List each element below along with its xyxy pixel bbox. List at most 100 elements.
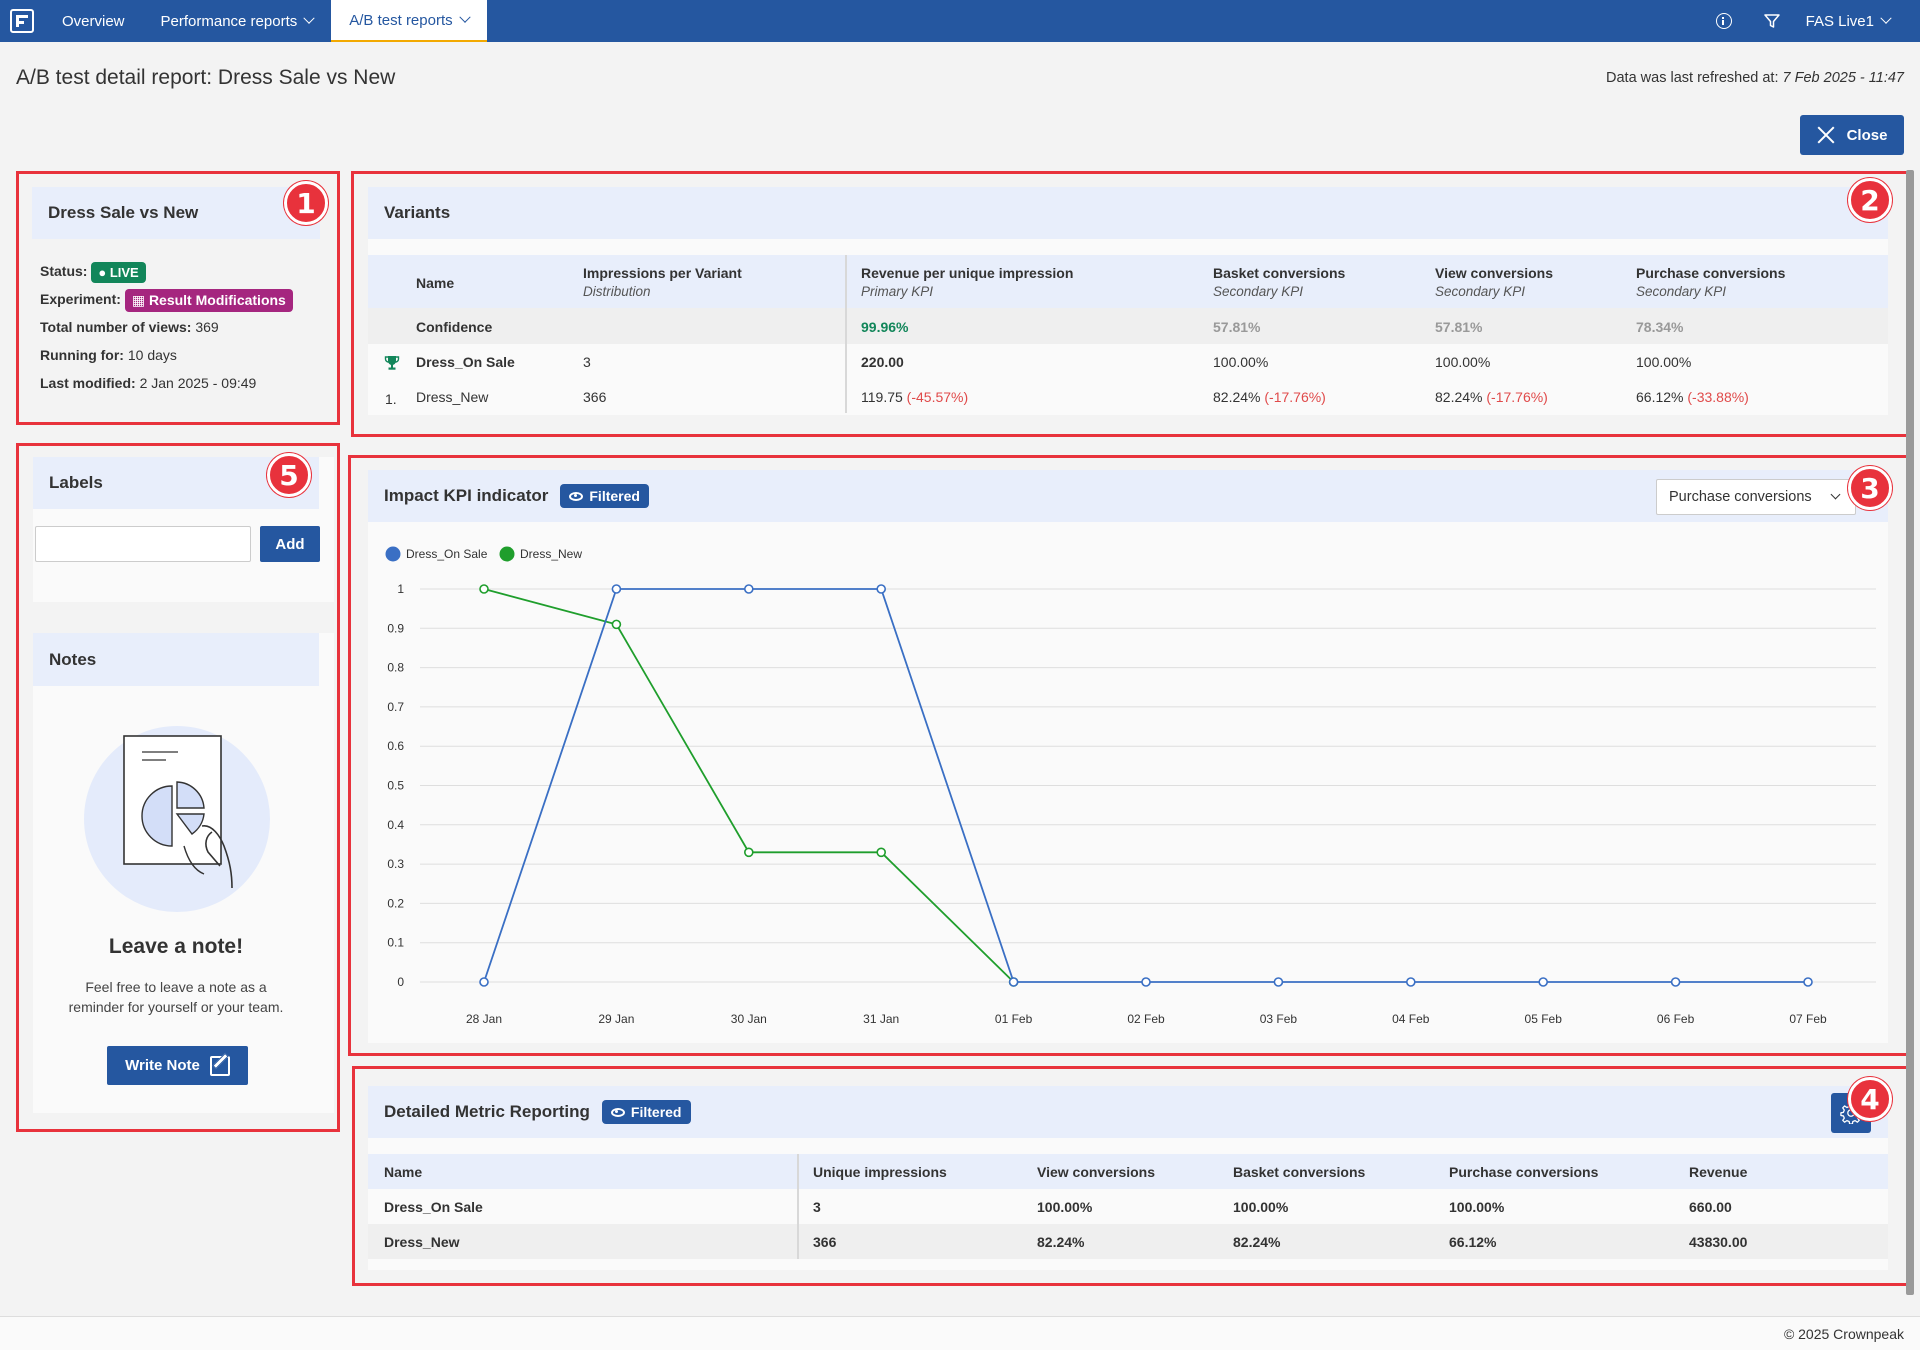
confidence-revenue: 99.96% — [861, 319, 909, 335]
legend-label: Dress_On Sale — [406, 547, 488, 561]
x-tick-label: 07 Feb — [1789, 1012, 1827, 1026]
y-tick-label: 0 — [397, 975, 404, 989]
y-tick-label: 0.1 — [387, 936, 404, 950]
metrics-cell: 3 — [813, 1199, 821, 1215]
callout-number-5: 5 — [267, 453, 311, 497]
impact-header: Impact KPI indicator Filtered — [368, 470, 1888, 522]
variant-row-2-impressions: 366 — [583, 389, 607, 405]
legend-marker — [385, 546, 401, 562]
impact-kpi-chart: 0 0.1 0.2 0.3 0.4 0.5 0.6 0.7 0.8 0.9 1 28 Jan 29 Ja… — [385, 546, 1876, 1026]
logo-icon — [10, 9, 34, 33]
refresh-prefix: Data was last refreshed at: — [1606, 70, 1779, 86]
basket-value: 82.24% — [1213, 389, 1261, 405]
chevron-down-icon — [458, 11, 471, 23]
variant-row-1-basket: 100.00% — [1213, 354, 1269, 370]
account-label: FAS Live1 — [1805, 12, 1874, 30]
experiment-label: Experiment: — [40, 291, 121, 308]
y-tick-label: 1 — [397, 582, 404, 596]
callout-number-4: 4 — [1848, 1077, 1892, 1121]
close-button[interactable]: Close — [1800, 115, 1904, 155]
modified-label: Last modified: — [40, 375, 136, 391]
variants-title-text: Variants — [384, 203, 451, 222]
running-value: 10 days — [127, 347, 177, 363]
nav-ab-test-reports[interactable]: A/B test reports — [331, 0, 487, 42]
summary-card: Dress Sale vs New — [32, 187, 320, 415]
filter-button[interactable] — [1748, 0, 1796, 42]
basket-delta: (-17.76%) — [1264, 389, 1326, 405]
x-tick-label: 03 Feb — [1260, 1012, 1298, 1026]
col-header-impressions: Impressions per Variant — [583, 265, 742, 281]
account-selector[interactable]: FAS Live1 — [1796, 13, 1920, 30]
variant-row-2-rank: 1. — [385, 391, 397, 407]
confidence-basket: 57.81% — [1213, 319, 1261, 335]
metrics-col-header: Revenue — [1689, 1164, 1748, 1180]
impact-filtered-label: Filtered — [589, 488, 640, 504]
data-point — [1538, 977, 1548, 987]
metrics-col-header: Purchase conversions — [1449, 1164, 1599, 1180]
y-tick-label: 0.8 — [387, 661, 404, 675]
data-point — [1141, 977, 1151, 987]
col-sub-impressions: Distribution — [583, 284, 651, 299]
nav-overview[interactable]: Overview — [44, 0, 143, 42]
metrics-col-header: Basket conversions — [1233, 1164, 1366, 1180]
variant-row-2-basket: 82.24% (-17.76%) — [1213, 389, 1326, 405]
data-point — [1406, 977, 1416, 987]
metrics-filtered-badge[interactable]: Filtered — [601, 1100, 691, 1124]
variants-confidence-row — [368, 308, 1888, 344]
label-input[interactable] — [35, 526, 251, 562]
metrics-cell: 82.24% — [1037, 1234, 1085, 1250]
notes-empty-title: Leave a note! — [108, 935, 244, 958]
impact-filtered-badge[interactable]: Filtered — [560, 484, 649, 508]
add-label-button[interactable]: Add — [260, 526, 320, 562]
metrics-cell: 43830.00 — [1689, 1234, 1748, 1250]
variant-row-1-purchase: 100.00% — [1636, 354, 1692, 370]
x-tick-label: 29 Jan — [598, 1012, 634, 1026]
experiment-line: Experiment: ▦ Result Modifications — [40, 289, 293, 312]
close-label: Close — [1846, 126, 1888, 144]
x-tick-label: 02 Feb — [1127, 1012, 1165, 1026]
app-logo[interactable] — [0, 0, 44, 42]
status-label: Status: — [40, 263, 88, 280]
labels-title-text: Labels — [49, 473, 103, 492]
write-note-button[interactable]: Write Note — [107, 1046, 248, 1085]
metrics-title: Detailed Metric Reporting — [384, 1102, 590, 1121]
info-button[interactable] — [1700, 0, 1748, 42]
page-scrollbar[interactable] — [1906, 170, 1914, 1295]
status-line: Status: ● LIVE — [40, 262, 146, 283]
top-navigation: Overview Performance reports A/B test re… — [0, 0, 1920, 42]
metric-select-value: Purchase conversions — [1669, 489, 1812, 505]
impact-card: Impact KPI indicator Filtered — [368, 470, 1888, 1043]
view-value: 82.24% — [1435, 389, 1483, 405]
nav-overview-label: Overview — [62, 12, 125, 30]
footer: © 2025 Crownpeak — [0, 1316, 1920, 1350]
y-tick-label: 0.9 — [387, 621, 404, 635]
running-line: Running for: 10 days — [40, 347, 177, 363]
modified-value: 2 Jan 2025 - 09:49 — [139, 375, 257, 391]
col-sub-basket: Secondary KPI — [1213, 284, 1304, 299]
data-point — [876, 584, 887, 594]
metrics-header: Detailed Metric Reporting Filtered — [368, 1086, 1888, 1138]
chevron-down-icon — [303, 12, 315, 24]
confidence-label: Confidence — [416, 319, 493, 335]
purchase-delta: (-33.88%) — [1687, 389, 1749, 405]
write-note-label: Write Note — [125, 1057, 200, 1074]
refresh-info: Data was last refreshed at: 7 Feb 2025 -… — [1606, 70, 1904, 86]
eye-icon — [610, 1107, 625, 1117]
metric-select[interactable]: Purchase conversions — [1656, 479, 1856, 515]
nav-ab-label: A/B test reports — [349, 11, 453, 29]
summary-title: Dress Sale vs New — [32, 187, 320, 239]
chevron-down-icon — [1830, 489, 1841, 500]
close-icon — [1817, 126, 1835, 144]
experiment-value: Result Modifications — [148, 292, 286, 308]
revenue-delta: (-45.57%) — [906, 389, 969, 405]
col-header-name: Name — [416, 275, 455, 291]
footer-copyright: © 2025 Crownpeak — [1783, 1326, 1904, 1342]
views-value: 369 — [195, 319, 219, 335]
variant-row-2-revenue: 119.75 (-45.57%) — [861, 389, 968, 405]
modified-line: Last modified: 2 Jan 2025 - 09:49 — [40, 375, 256, 391]
refresh-value: 7 Feb 2025 - 11:47 — [1782, 70, 1904, 86]
metrics-cell: Dress_On Sale — [384, 1199, 483, 1215]
metrics-cell: 100.00% — [1449, 1199, 1505, 1215]
nav-performance-reports[interactable]: Performance reports — [143, 0, 332, 42]
y-tick-label: 0.4 — [387, 818, 404, 832]
